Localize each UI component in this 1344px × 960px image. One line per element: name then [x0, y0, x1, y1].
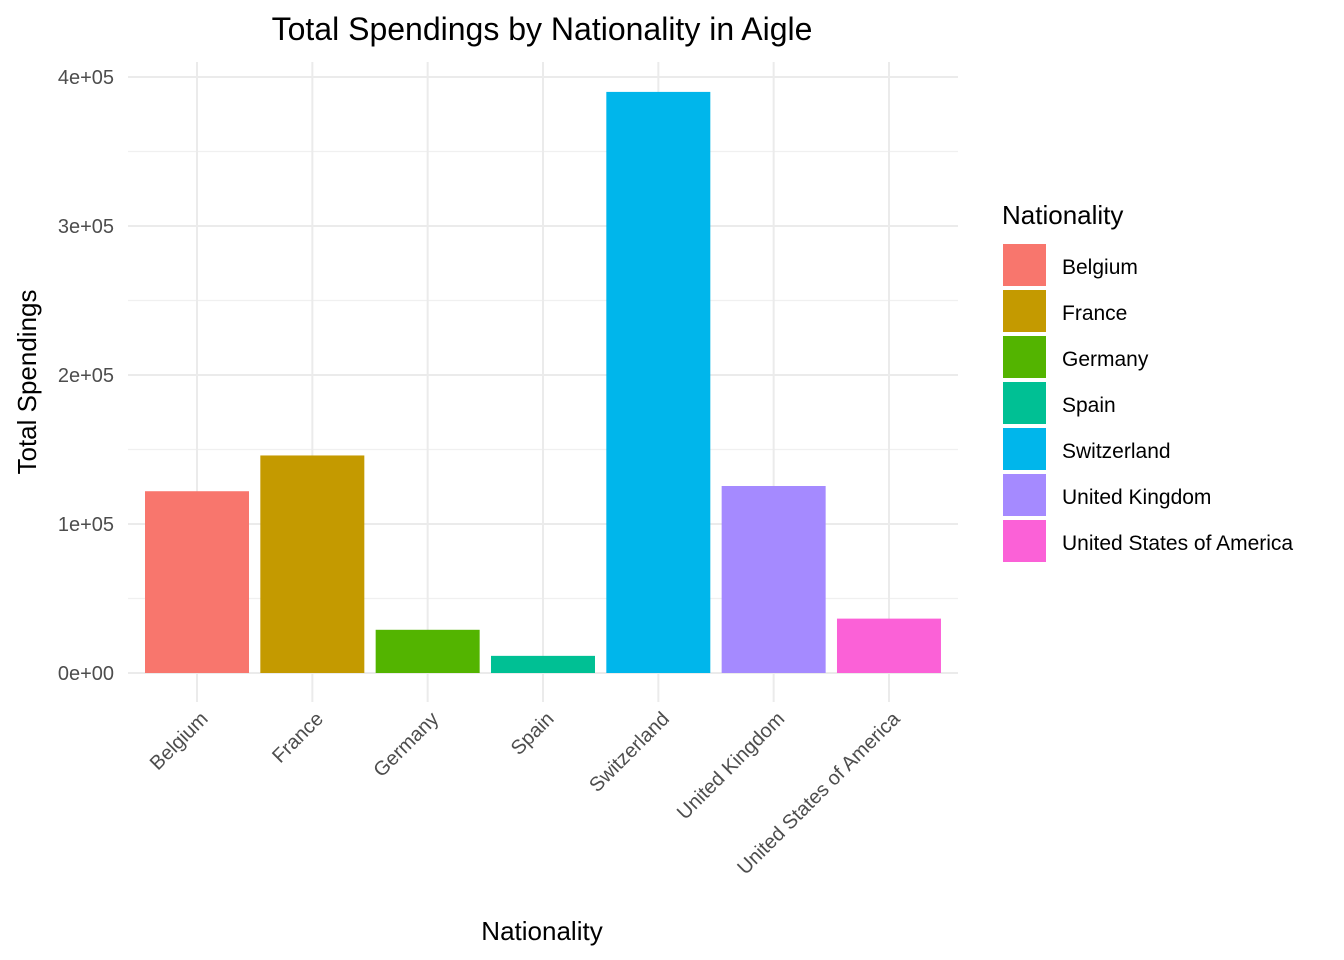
x-tick-label: United Kingdom: [673, 708, 789, 824]
legend-key: [1003, 382, 1046, 424]
x-tick-label: Belgium: [146, 708, 213, 775]
bars: [145, 91, 941, 673]
x-tick-label: Spain: [507, 708, 559, 760]
y-tick-label: 3e+05: [58, 216, 114, 238]
bar-france: [260, 455, 365, 673]
bar-belgium: [145, 491, 249, 673]
x-tick-labels: Belgium France Germany Spain Switzerland Unit…: [146, 707, 905, 879]
legend: Nationality Belgium France Germany Spain Swi…: [1002, 200, 1293, 562]
x-tick-label: Germany: [369, 708, 443, 782]
legend-label: United States of America: [1062, 532, 1293, 555]
legend-key: [1003, 336, 1046, 378]
legend-key: [1003, 520, 1046, 562]
bar-spain: [490, 655, 595, 673]
chart-title: Total Spendings by Nationality in Aigle: [272, 11, 813, 47]
legend-label: Germany: [1062, 348, 1149, 371]
legend-title: Nationality: [1002, 200, 1123, 230]
x-tick-label: Switzerland: [585, 708, 674, 797]
y-tick-label: 2e+05: [58, 365, 114, 387]
legend-label: Spain: [1062, 394, 1116, 417]
y-tick-label: 1e+05: [58, 514, 114, 536]
y-tick-labels: 0e+00 1e+05 2e+05 3e+05 4e+05: [58, 67, 114, 685]
bar-united-states-of-america: [836, 618, 941, 673]
legend-label: France: [1062, 302, 1127, 325]
legend-label: Switzerland: [1062, 440, 1171, 463]
legend-key: [1003, 244, 1046, 286]
legend-key: [1003, 474, 1046, 516]
grid-lines: [128, 62, 958, 702]
x-axis-title: Nationality: [481, 916, 602, 946]
legend-key: [1003, 428, 1046, 470]
bar-switzerland: [606, 91, 711, 673]
y-axis-title: Total Spendings: [12, 289, 42, 474]
legend-key: [1003, 290, 1046, 332]
y-tick-label: 0e+00: [58, 663, 114, 685]
bar-germany: [375, 629, 480, 673]
legend-label: United Kingdom: [1062, 486, 1211, 509]
legend-label: Belgium: [1062, 256, 1138, 279]
x-tick-label: France: [268, 708, 328, 768]
bar-united-kingdom: [721, 486, 826, 673]
y-tick-label: 4e+05: [58, 67, 114, 89]
